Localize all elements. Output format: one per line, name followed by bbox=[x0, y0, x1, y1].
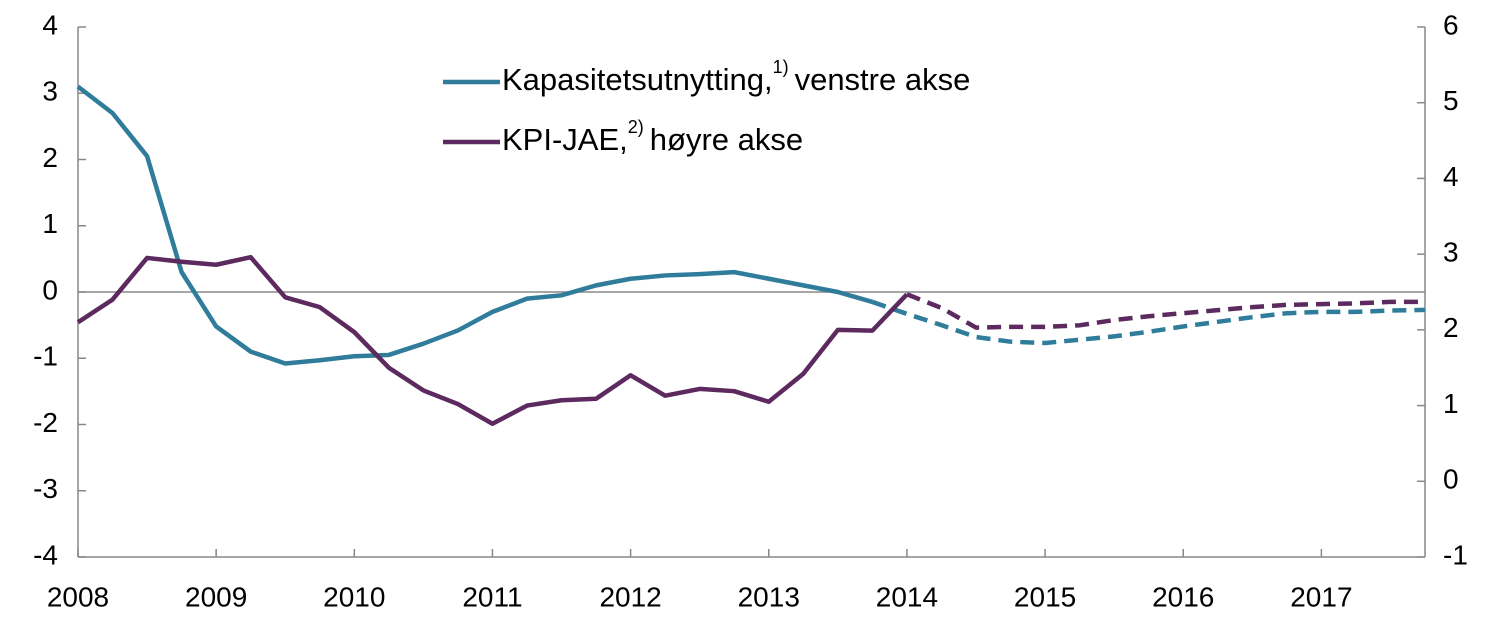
y2-tick-label: 4 bbox=[1443, 161, 1459, 192]
x-tick-label: 2015 bbox=[1014, 581, 1076, 612]
x-tick-label: 2008 bbox=[47, 581, 109, 612]
x-tick-label: 2013 bbox=[738, 581, 800, 612]
legend-name: KPI-JAE, bbox=[502, 122, 628, 157]
y2-tick-label: 3 bbox=[1443, 237, 1459, 268]
y-tick-label: -4 bbox=[33, 539, 58, 570]
x-tick-label: 2016 bbox=[1152, 581, 1214, 612]
legend-axis: venstre akse bbox=[795, 62, 971, 97]
y-tick-label: -3 bbox=[33, 473, 58, 504]
y2-tick-label: 5 bbox=[1443, 85, 1459, 116]
legend-axis: høyre akse bbox=[650, 122, 803, 157]
y-tick-label: -1 bbox=[33, 341, 58, 372]
series-line-dashed bbox=[871, 299, 1426, 346]
series-line-dashed bbox=[906, 292, 1425, 330]
y-tick-label: 3 bbox=[42, 76, 58, 107]
y2-tick-label: 0 bbox=[1443, 464, 1459, 495]
series-line-solid bbox=[76, 254, 909, 426]
x-tick-label: 2012 bbox=[599, 581, 661, 612]
y2-tick-label: 2 bbox=[1443, 312, 1459, 343]
legend-footnote: 1) bbox=[773, 57, 789, 77]
y-tick-label: 0 bbox=[42, 274, 58, 305]
x-tick-label: 2014 bbox=[876, 581, 938, 612]
y2-tick-label: 6 bbox=[1443, 9, 1459, 40]
legend: Kapasitetsutnytting,1) venstre akse KPI-JA… bbox=[443, 57, 970, 157]
x-tick-label: 2009 bbox=[185, 581, 247, 612]
y-tick-label: 4 bbox=[42, 9, 58, 40]
x-tick-label: 2011 bbox=[462, 581, 522, 612]
x-tick-label: 2010 bbox=[323, 581, 385, 612]
y-tick-label: 2 bbox=[42, 142, 58, 173]
legend-label: KPI-JAE,2) høyre akse bbox=[502, 117, 803, 157]
legend-label: Kapasitetsutnytting,1) venstre akse bbox=[502, 57, 970, 97]
y2-tick-label: -1 bbox=[1443, 539, 1468, 570]
x-tick-label: 2017 bbox=[1290, 581, 1352, 612]
legend-footnote: 2) bbox=[628, 117, 644, 137]
series-line-solid bbox=[76, 84, 874, 366]
y-tick-label: 1 bbox=[42, 208, 58, 239]
y2-tick-label: 1 bbox=[1443, 388, 1459, 419]
y-tick-label: -2 bbox=[33, 407, 58, 438]
legend-name: Kapasitetsutnytting, bbox=[502, 62, 773, 97]
